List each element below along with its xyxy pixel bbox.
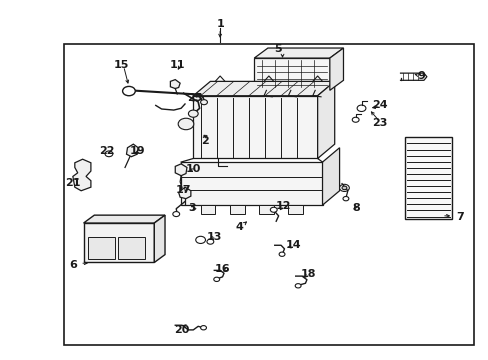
Polygon shape <box>178 187 190 199</box>
Circle shape <box>122 86 135 96</box>
Text: 19: 19 <box>129 145 145 156</box>
Polygon shape <box>154 215 164 262</box>
Text: 22: 22 <box>99 145 115 156</box>
Text: 20: 20 <box>174 325 189 335</box>
Text: 10: 10 <box>185 163 201 174</box>
Polygon shape <box>317 81 334 158</box>
Polygon shape <box>329 48 343 90</box>
Text: 16: 16 <box>214 264 230 274</box>
Polygon shape <box>83 215 164 223</box>
Polygon shape <box>405 137 451 220</box>
Text: 24: 24 <box>371 100 387 111</box>
Polygon shape <box>254 58 329 90</box>
Text: 7: 7 <box>456 212 464 221</box>
Bar <box>259 205 273 214</box>
Circle shape <box>206 239 213 244</box>
Text: 2: 2 <box>201 136 209 145</box>
Circle shape <box>279 252 285 256</box>
Circle shape <box>200 325 206 330</box>
Circle shape <box>342 197 348 201</box>
Text: 23: 23 <box>371 118 387 128</box>
Circle shape <box>270 207 277 212</box>
Circle shape <box>200 100 207 105</box>
Circle shape <box>178 118 193 130</box>
Text: 1: 1 <box>216 19 224 29</box>
Text: 12: 12 <box>275 201 291 211</box>
Text: 4: 4 <box>235 222 243 232</box>
Polygon shape <box>126 144 138 157</box>
Bar <box>88 237 115 259</box>
Text: 5: 5 <box>273 44 281 54</box>
Text: 8: 8 <box>352 203 360 213</box>
Polygon shape <box>181 162 322 205</box>
Circle shape <box>351 117 358 122</box>
Text: 6: 6 <box>69 260 77 270</box>
Text: 13: 13 <box>206 232 222 242</box>
Text: 15: 15 <box>114 59 129 69</box>
Text: 14: 14 <box>285 240 301 250</box>
Text: 3: 3 <box>188 203 195 213</box>
Text: 9: 9 <box>416 71 424 81</box>
Bar <box>200 205 215 214</box>
Polygon shape <box>193 81 334 96</box>
Polygon shape <box>193 96 317 158</box>
Circle shape <box>356 105 365 112</box>
Circle shape <box>188 110 198 117</box>
Circle shape <box>195 236 205 243</box>
Text: 17: 17 <box>176 185 191 195</box>
Text: 18: 18 <box>301 269 316 279</box>
Circle shape <box>295 284 301 288</box>
Circle shape <box>213 277 219 282</box>
Bar <box>288 205 303 214</box>
Bar <box>118 237 145 259</box>
Circle shape <box>105 151 113 157</box>
Bar <box>64 44 473 345</box>
Polygon shape <box>322 148 339 205</box>
Bar <box>229 205 244 214</box>
Polygon shape <box>254 48 343 58</box>
Polygon shape <box>73 159 91 191</box>
Polygon shape <box>175 164 186 176</box>
Circle shape <box>339 184 348 192</box>
Polygon shape <box>170 80 180 89</box>
Circle shape <box>341 186 346 190</box>
Polygon shape <box>83 223 154 262</box>
Circle shape <box>172 212 179 217</box>
Text: 21: 21 <box>65 178 81 188</box>
Text: 11: 11 <box>169 60 184 70</box>
Text: 25: 25 <box>187 93 202 103</box>
